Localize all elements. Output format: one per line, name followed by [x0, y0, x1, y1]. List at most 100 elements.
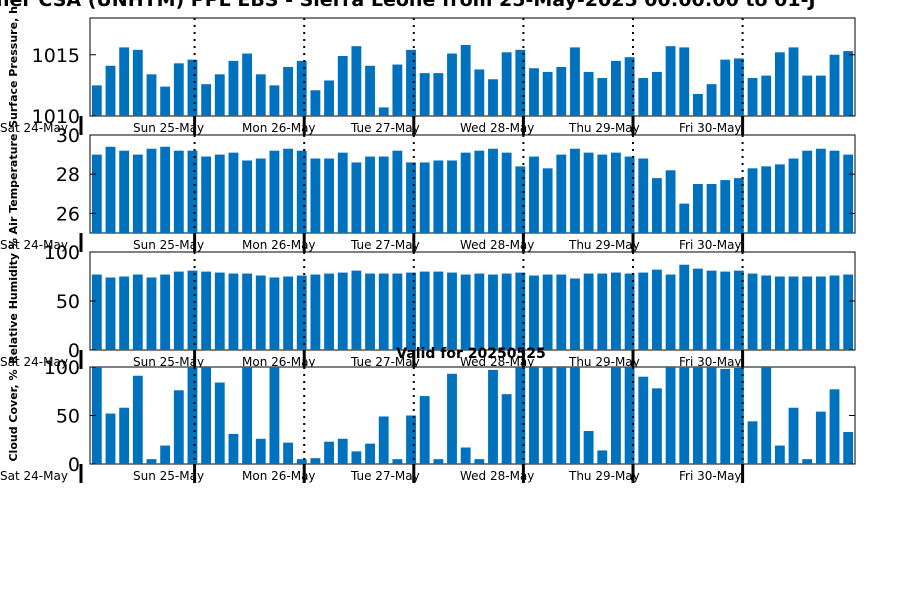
x-tick-label: Sat 24-May [0, 355, 68, 369]
data-bar [815, 411, 826, 464]
x-tick-label: Wed 28-May [460, 238, 534, 252]
data-bar [570, 367, 580, 464]
data-bar [652, 178, 662, 233]
data-bar [447, 373, 457, 464]
data-bar [433, 73, 444, 117]
data-bar [269, 367, 280, 464]
data-bar [692, 93, 703, 116]
data-bar [611, 367, 621, 464]
data-bar [774, 276, 785, 350]
x-tick-label: Mon 26-May [242, 121, 316, 135]
data-bar [652, 269, 662, 350]
data-bar [365, 443, 375, 464]
chart-title: ner CSA (UNHTM) PPL EBS - Sierra Leone f… [0, 0, 816, 11]
data-bar [788, 47, 799, 116]
data-bar [146, 148, 157, 233]
data-bar [119, 47, 130, 116]
data-bar [173, 63, 184, 116]
data-bar [378, 416, 389, 464]
data-bar [542, 168, 553, 233]
data-bar [255, 158, 266, 233]
data-bar [638, 158, 649, 233]
x-tick-label: Mon 26-May [242, 355, 316, 369]
x-tick-label: Sun 25-May [133, 355, 204, 369]
data-bar [829, 275, 840, 350]
data-bar [720, 271, 731, 350]
data-bar [652, 388, 662, 464]
data-bar [242, 53, 253, 116]
data-bar [351, 451, 362, 464]
data-bar [529, 367, 539, 464]
y-axis-label: Air Temperature [7, 134, 20, 235]
data-bar [611, 152, 621, 233]
data-bar [597, 154, 608, 233]
data-bar [665, 367, 676, 464]
data-bar [665, 274, 676, 350]
data-bar [337, 438, 348, 464]
data-bar [351, 46, 362, 116]
data-bar [829, 389, 840, 464]
x-tick-label: Mon 26-May [242, 238, 316, 252]
data-bar [392, 150, 403, 233]
data-bar [460, 274, 471, 350]
data-bar [529, 68, 539, 116]
data-bar [692, 268, 703, 350]
data-bar [132, 49, 143, 116]
data-bar [624, 57, 635, 116]
data-bar [337, 272, 348, 350]
data-bar [365, 273, 375, 350]
data-bar [706, 184, 717, 233]
x-tick-label: Fri 30-May [679, 355, 742, 369]
data-bar [747, 273, 758, 350]
data-bar [173, 150, 184, 233]
data-bar [556, 154, 567, 233]
x-tick-label: Sun 25-May [133, 238, 204, 252]
data-bar [774, 445, 785, 464]
data-bar [720, 180, 731, 233]
data-bar [515, 367, 526, 464]
data-bar [802, 459, 813, 464]
data-bar [146, 74, 157, 116]
data-bar [679, 367, 690, 464]
data-bar [228, 433, 239, 464]
data-bar [132, 154, 143, 233]
data-bar [692, 367, 703, 464]
data-bar [747, 78, 758, 116]
data-bar [624, 156, 635, 233]
data-bar [774, 164, 785, 233]
data-bar [788, 158, 799, 233]
data-bar [365, 156, 375, 233]
y-tick-label: 30 [56, 125, 80, 147]
data-bar [433, 271, 444, 350]
x-tick-label: Sun 25-May [133, 121, 204, 135]
data-bar [665, 170, 676, 233]
y-axis-label: Cloud Cover, % [7, 369, 20, 461]
data-bar [351, 162, 362, 233]
data-bar [460, 44, 471, 117]
data-bar [214, 154, 225, 233]
data-bar [187, 367, 198, 464]
data-bar [570, 47, 580, 116]
data-bar [324, 80, 334, 116]
x-tick-label: Sun 25-May [133, 469, 204, 483]
data-bar [91, 274, 102, 350]
data-bar [269, 150, 280, 233]
data-bar [815, 148, 826, 233]
data-bar [583, 273, 594, 350]
data-bar [324, 441, 334, 464]
data-bar [733, 270, 744, 350]
data-bar [228, 152, 239, 233]
data-bar [488, 369, 498, 464]
data-bar [747, 168, 758, 233]
data-bar [419, 73, 430, 117]
data-bar [761, 75, 772, 116]
data-bar [255, 438, 266, 464]
data-bar [692, 184, 703, 233]
y-tick-label: 26 [56, 203, 80, 225]
data-bar [761, 275, 772, 350]
data-bar [283, 276, 293, 350]
data-bar [802, 276, 813, 350]
